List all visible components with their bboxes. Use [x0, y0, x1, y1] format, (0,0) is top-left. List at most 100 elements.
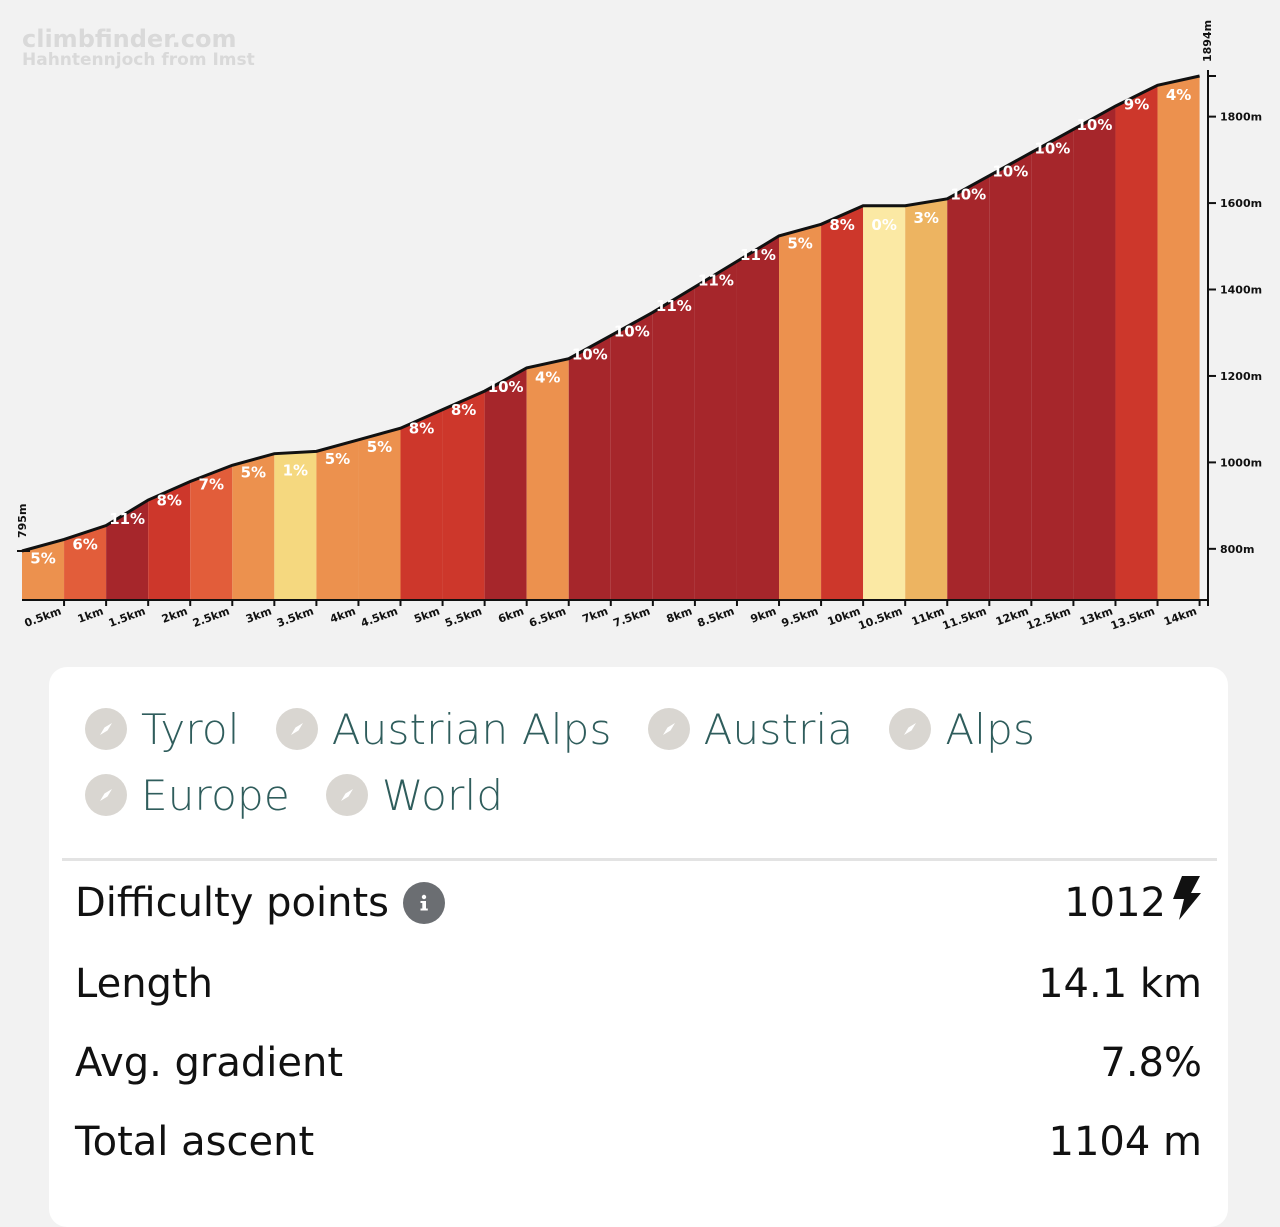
profile-segment — [989, 152, 1032, 600]
gradient-label: 11% — [698, 271, 734, 289]
gradient-label: 5% — [241, 464, 266, 482]
stat-value: 1104 m — [1048, 1119, 1202, 1165]
gradient-label: 7% — [199, 475, 224, 493]
x-tick-label: 5km — [412, 605, 441, 626]
gradient-label: 11% — [740, 246, 776, 264]
gradient-label: 8% — [409, 420, 434, 438]
profile-segment — [1157, 76, 1200, 600]
x-tick-label: 12km — [994, 605, 1030, 629]
profile-segment — [358, 428, 401, 600]
profile-segment — [821, 205, 864, 600]
y-tick-label: 1600m — [1220, 197, 1262, 210]
x-tick-label: 10km — [826, 605, 862, 629]
stat-label: Difficulty points — [75, 880, 389, 926]
y-tick-label: 1400m — [1220, 284, 1262, 297]
region-world[interactable]: World — [325, 770, 504, 820]
y-axis-ticks: 800m 1000m 1200m 1400m 1600m 1800m — [1208, 75, 1262, 556]
region-label: World — [381, 770, 504, 820]
gradient-label: 6% — [72, 536, 97, 554]
gradient-label: 5% — [30, 549, 55, 567]
stat-total-ascent: Total ascent 1104 m — [75, 1112, 1202, 1172]
region-label: Austria — [703, 704, 854, 754]
x-tick-label: 13.5km — [1109, 605, 1157, 633]
profile-segments — [22, 76, 1200, 601]
profile-segment — [905, 198, 948, 600]
profile-segment — [106, 500, 149, 600]
y-tick-label: 1000m — [1220, 456, 1262, 469]
gradient-label: 10% — [950, 186, 986, 204]
region-austrian-alps[interactable]: Austrian Alps — [275, 705, 612, 754]
profile-segment — [652, 286, 695, 600]
compass-icon — [889, 708, 932, 750]
x-tick-label: 1km — [76, 605, 105, 626]
gradient-label: 1% — [283, 461, 308, 479]
profile-segment — [232, 453, 275, 600]
x-tick-label: 0.5km — [23, 605, 63, 630]
compass-icon — [647, 708, 690, 750]
stat-length: Length 14.1 km — [75, 954, 1202, 1014]
elevation-profile-chart: 5% 6% 11% 8% 7% 5% 1% 5% 5% 8% 8% 10% 4% 10% 10% 11% 11%… — [16, 20, 1262, 633]
x-tick-label: 14km — [1162, 605, 1198, 629]
x-tick-label: 9.5km — [780, 605, 820, 630]
divider — [62, 858, 1217, 861]
x-tick-label: 10.5km — [857, 605, 905, 633]
region-tyrol[interactable]: Tyrol — [85, 704, 240, 754]
x-tick-label: 11.5km — [941, 605, 989, 633]
x-tick-label: 2.5km — [191, 605, 231, 630]
stat-label: Avg. gradient — [75, 1040, 344, 1086]
x-tick-label: 4.5km — [359, 605, 399, 630]
profile-segment — [274, 451, 317, 600]
gradient-labels: 5% 6% 11% 8% 7% 5% 1% 5% 5% 8% 8% 10% 4% 10% 10% 11% 11%… — [30, 86, 1191, 567]
info-icon[interactable] — [402, 882, 445, 924]
region-europe[interactable]: Europe — [85, 771, 290, 820]
gradient-label: 11% — [109, 510, 145, 528]
gradient-label: 4% — [1166, 86, 1191, 104]
stat-value: 7.8% — [1100, 1040, 1202, 1086]
x-tick-label: 2km — [160, 605, 189, 626]
gradient-label: 10% — [1076, 116, 1112, 134]
gradient-label: 10% — [614, 322, 650, 340]
stat-avg-gradient: Avg. gradient 7.8% — [75, 1033, 1202, 1093]
brand-climb-name: Hahntennjoch from Imst — [22, 50, 255, 70]
stat-label: Total ascent — [75, 1119, 315, 1165]
profile-segment — [1031, 129, 1074, 601]
y-tick-label: 1200m — [1220, 370, 1262, 383]
y-tick-label: 1800m — [1220, 111, 1262, 124]
compass-icon — [85, 708, 127, 750]
profile-segment — [22, 539, 65, 600]
stat-difficulty-points: Difficulty points 1012 — [75, 873, 1202, 933]
region-list: Tyrol Austrian Alps Austria Alps Europe — [85, 704, 1205, 820]
x-axis-ticks: 0.5km 1km 1.5km 2km 2.5km 3km 3.5km 4km 4.5km 5km… — [23, 600, 1201, 633]
climb-info-card: Tyrol Austrian Alps Austria Alps Europe — [49, 667, 1228, 1227]
stat-value: 1012 — [1064, 880, 1166, 926]
compass-icon — [85, 774, 127, 816]
region-austria[interactable]: Austria — [647, 704, 854, 754]
start-elevation-marker: 795m — [16, 504, 30, 552]
start-elevation-label: 795m — [16, 504, 29, 538]
brand-site: climbfinder.com — [22, 25, 236, 53]
region-alps[interactable]: Alps — [889, 705, 1035, 754]
gradient-label: 4% — [535, 369, 560, 387]
profile-segment — [779, 224, 822, 601]
x-tick-label: 3.5km — [275, 605, 315, 630]
gradient-label: 10% — [572, 346, 608, 364]
gradient-label: 5% — [787, 234, 812, 252]
bolt-icon — [1170, 875, 1202, 931]
y-tick-label: 800m — [1220, 543, 1254, 556]
region-label: Tyrol — [141, 704, 240, 754]
profile-segment — [484, 367, 527, 600]
profile-segment — [64, 525, 107, 600]
x-tick-label: 12.5km — [1025, 605, 1073, 633]
gradient-label: 3% — [913, 209, 938, 227]
gradient-label: 11% — [656, 297, 692, 315]
profile-segment — [610, 312, 653, 600]
gradient-label: 8% — [451, 401, 476, 419]
gradient-label: 10% — [992, 162, 1028, 180]
x-tick-label: 1.5km — [107, 605, 147, 630]
x-tick-label: 7.5km — [611, 605, 651, 630]
gradient-label: 8% — [829, 216, 854, 234]
profile-segment — [736, 235, 780, 600]
compass-icon — [275, 708, 318, 750]
profile-outline — [21, 74, 1200, 553]
profile-segment — [316, 439, 359, 600]
